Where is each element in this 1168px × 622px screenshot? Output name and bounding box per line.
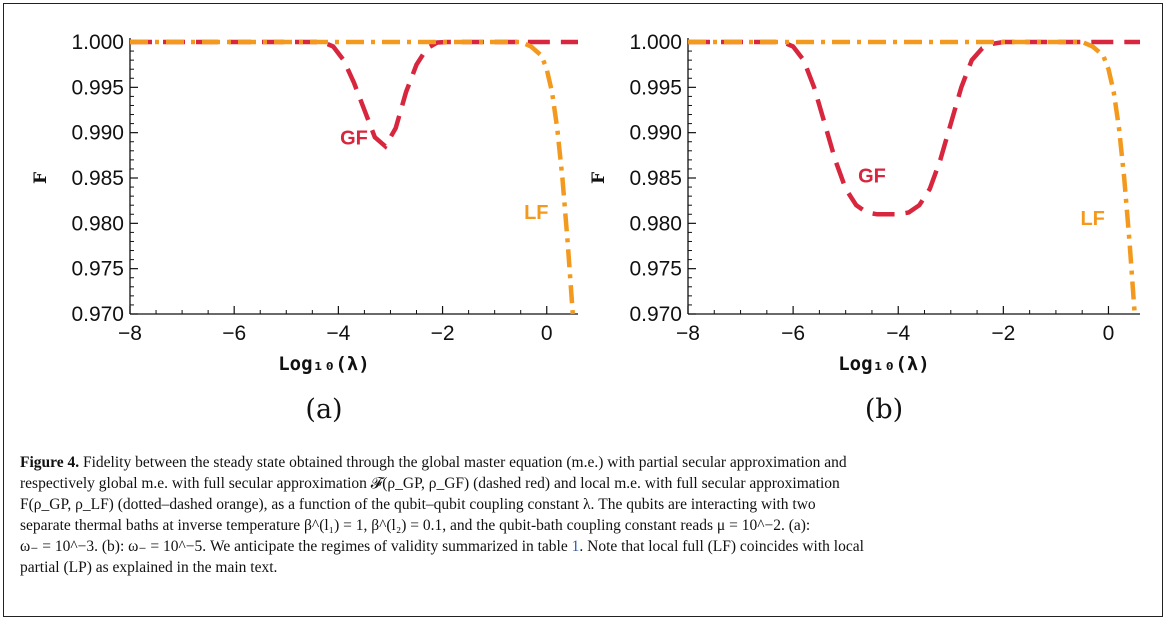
y-tick-label: 0.990 <box>71 122 124 145</box>
y-tick-label: 0.970 <box>629 303 682 326</box>
x-tick-label: 0 <box>541 322 553 345</box>
caption-line-6: partial (LP) as explained in the main te… <box>20 559 278 576</box>
x-tick-label: −6 <box>781 322 805 345</box>
series-line-lf <box>688 39 1137 315</box>
y-tick-label: 0.975 <box>629 258 682 281</box>
caption-line-2: respectively global m.e. with full secul… <box>20 475 840 492</box>
table-reference-link[interactable]: 1 <box>571 538 580 555</box>
x-tick-label: −6 <box>222 322 246 345</box>
y-tick-label: 0.975 <box>71 258 124 281</box>
chart-panel-a: 0.970 0.975 0.980 0.985 0.990 0.995 1.000 −8 −6 −… <box>31 31 578 425</box>
series-label-lf: LF <box>1080 208 1104 230</box>
x-tick-label: −4 <box>326 322 350 345</box>
y-tick-label: 0.970 <box>71 303 124 326</box>
caption-line-3: F(ρ_GP, ρ_LF) (dotted–dashed orange), as… <box>20 496 816 513</box>
figure-caption: Figure 4. Fidelity between the steady st… <box>20 452 1145 578</box>
x-tick-label: −2 <box>991 322 1015 345</box>
y-tick-label: 1.000 <box>629 31 682 54</box>
y-tick-label: 0.995 <box>71 76 124 99</box>
x-tick-label: 0 <box>1103 322 1115 345</box>
y-axis-label: F <box>589 172 609 184</box>
y-tick-label: 1.000 <box>71 31 124 54</box>
series-line-gf <box>130 39 578 150</box>
y-tick-label: 0.980 <box>629 212 682 235</box>
caption-line-4: separate thermal baths at inverse temper… <box>20 517 811 534</box>
x-tick-label: −2 <box>431 322 455 345</box>
series-label-lf: LF <box>524 202 548 224</box>
caption-line-5: ω₋ = 10^−3. (b): ω₋ = 10^−5. We anticipa… <box>20 536 1145 557</box>
x-axis-label: Log₁₀(λ) <box>278 353 370 375</box>
panel-label: (b) <box>865 394 903 425</box>
series-label-gf: GF <box>858 166 886 188</box>
y-tick-label: 0.990 <box>629 122 682 145</box>
y-tick-label: 0.985 <box>629 167 682 190</box>
series-line-lf <box>130 39 576 315</box>
x-tick-label: −8 <box>118 322 142 345</box>
panel-label: (a) <box>305 394 342 425</box>
x-tick-label: −4 <box>886 322 910 345</box>
figure-frame <box>3 3 1163 617</box>
caption-label: Figure 4. <box>20 454 80 471</box>
x-axis-label: Log₁₀(λ) <box>838 353 930 375</box>
y-axis-label: F <box>31 172 51 184</box>
caption-text-1: Fidelity between the steady state obtain… <box>83 454 847 471</box>
y-tick-label: 0.985 <box>71 167 124 190</box>
x-tick-label: −8 <box>676 322 700 345</box>
chart-panel-b: 0.970 0.975 0.980 0.985 0.990 0.995 1.000 −8 −6 −… <box>589 31 1140 425</box>
figure-charts: 0.970 0.975 0.980 0.985 0.990 0.995 1.000 −8 −6 −… <box>31 31 1140 425</box>
y-tick-label: 0.995 <box>629 76 682 99</box>
caption-text-5a: ω₋ = 10^−3. (b): ω₋ = 10^−5. We anticipa… <box>20 538 572 555</box>
y-tick-label: 0.980 <box>71 212 124 235</box>
caption-line-1: Figure 4. Fidelity between the steady st… <box>20 452 1145 473</box>
series-line-gf <box>688 39 1140 217</box>
series-label-gf: GF <box>340 127 368 149</box>
caption-text-5b: . Note that local full (LF) coincides wi… <box>579 538 864 555</box>
